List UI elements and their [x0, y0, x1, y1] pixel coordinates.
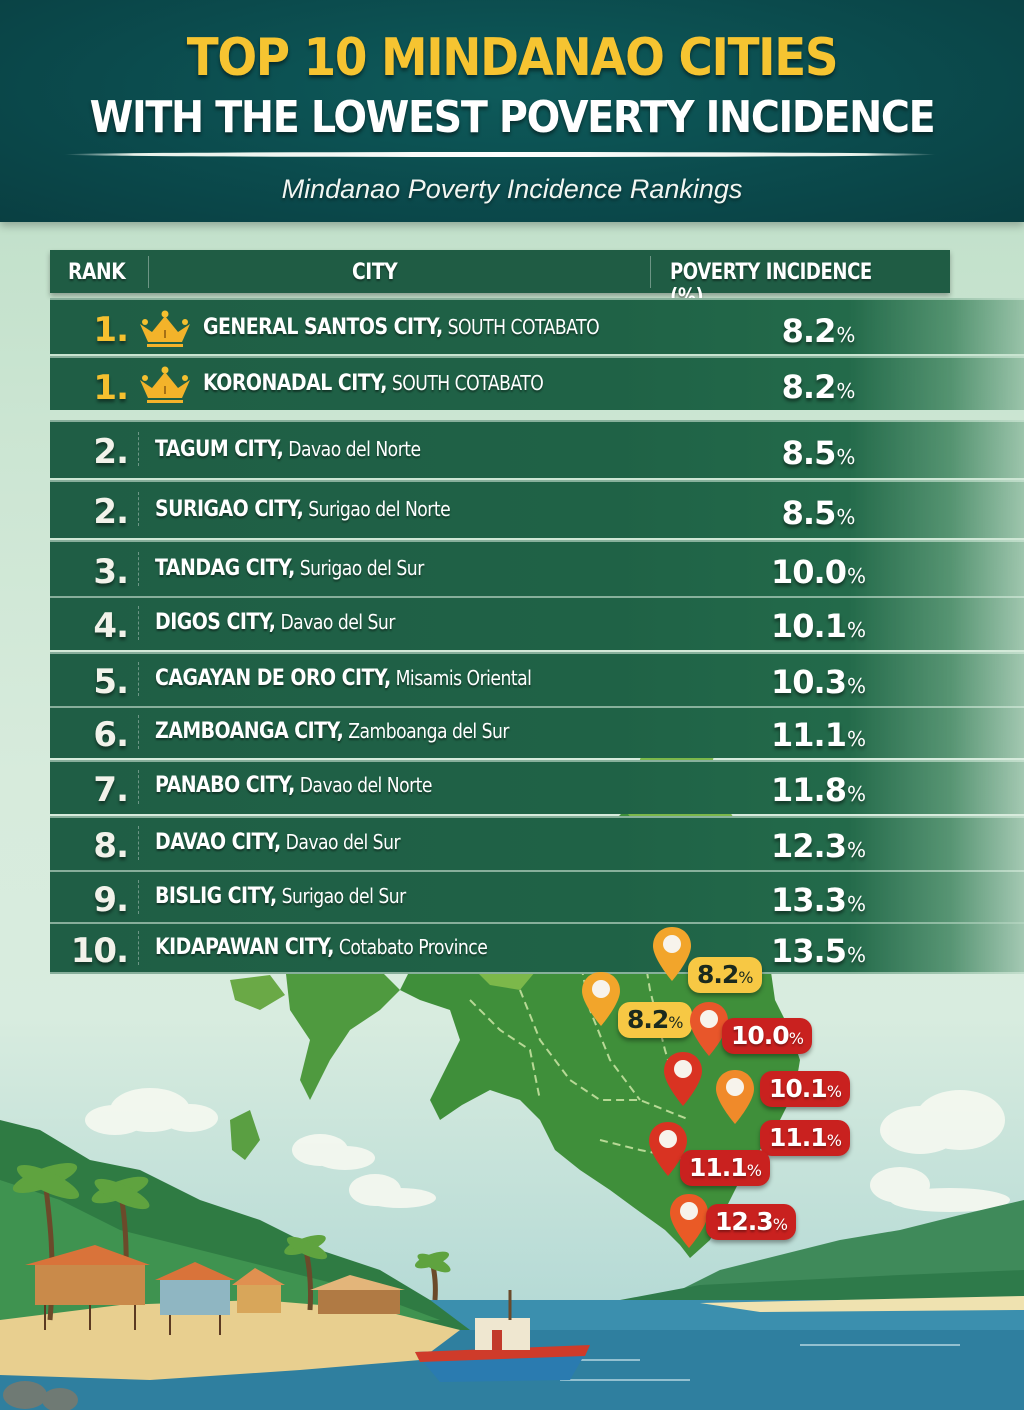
table-row: 5. CAGAYAN DE ORO CITY, Misamis Oriental…: [50, 652, 1024, 706]
map-pin-label: 11.1%: [680, 1150, 770, 1186]
rank-number: 9.: [93, 880, 129, 920]
table-row: 10. KIDAPAWAN CITY, Cotabato Province 13…: [50, 922, 1024, 974]
map-pin-icon: [716, 1070, 754, 1124]
city-name: CAGAYAN DE ORO CITY, Misamis Oriental: [155, 666, 532, 691]
row-divider: [138, 715, 139, 749]
map-pin-icon: [582, 972, 620, 1026]
map-pin-label: 11.1%: [760, 1120, 850, 1156]
rank-number: 5.: [93, 662, 129, 702]
row-divider: [138, 606, 139, 640]
title-divider: [64, 152, 936, 157]
row-divider: [138, 432, 139, 466]
row-divider: [138, 931, 139, 965]
poverty-value: 13.5%: [771, 932, 866, 970]
table-row: 9. BISLIG CITY, Surigao del Sur 13.3%: [50, 870, 1024, 924]
city-name: TAGUM CITY, Davao del Norte: [155, 437, 421, 462]
crown-icon: [140, 310, 190, 347]
poverty-value: 11.1%: [771, 716, 866, 754]
table-row: 1. GENERAL SANTOS CITY, SOUTH COTABATO 8…: [50, 298, 1024, 354]
rank-number: 1.: [93, 310, 129, 350]
row-divider: [138, 662, 139, 696]
rank-number: 8.: [93, 826, 129, 866]
rank-number: 2.: [93, 432, 129, 472]
map-pin-label: 10.1%: [760, 1071, 850, 1107]
row-divider: [138, 880, 139, 914]
table-row: 2. SURIGAO CITY, Surigao del Norte 8.5%: [50, 480, 1024, 538]
subtitle: Mindanao Poverty Incidence Rankings: [281, 174, 743, 204]
poverty-value: 10.1%: [771, 607, 866, 645]
poverty-value: 8.2%: [781, 312, 856, 350]
table-row: 8. DAVAO CITY, Davao del Sur 12.3%: [50, 816, 1024, 870]
title-line-1: TOP 10 MINDANAO CITIES: [186, 28, 839, 88]
table-header: RANK CITY POVERTY INCIDENCE (%): [50, 250, 950, 310]
rank-number: 3.: [93, 552, 129, 592]
rank-number: 7.: [93, 770, 129, 810]
map-pin-label: 8.2%: [688, 957, 762, 993]
rank-number: 10.: [70, 931, 129, 971]
title-line-2: WITH THE LOWEST POVERTY INCIDENCE: [89, 92, 936, 143]
poverty-value: 10.3%: [771, 663, 866, 701]
map-pin-icon: [649, 1122, 687, 1176]
city-name: TANDAG CITY, Surigao del Sur: [155, 556, 424, 581]
city-name: DAVAO CITY, Davao del Sur: [155, 830, 401, 855]
poverty-value: 11.8%: [771, 771, 866, 809]
table-row: 3. TANDAG CITY, Surigao del Sur 10.0%: [50, 540, 1024, 596]
row-divider: [138, 826, 139, 860]
crown-icon: [140, 366, 190, 403]
poverty-value: 13.3%: [771, 881, 866, 919]
map-pin-icon: [670, 1194, 708, 1248]
column-divider: [650, 256, 651, 288]
table-row: 2. TAGUM CITY, Davao del Norte 8.5%: [50, 420, 1024, 478]
city-name: SURIGAO CITY, Surigao del Norte: [155, 497, 451, 522]
map-pin-label: 8.2%: [618, 1002, 692, 1038]
row-divider: [138, 492, 139, 526]
table-row: 7. PANABO CITY, Davao del Norte 11.8%: [50, 760, 1024, 814]
city-name: KIDAPAWAN CITY, Cotabato Province: [155, 935, 488, 960]
map-pin-label: 10.0%: [722, 1018, 812, 1054]
map-pin-icon: [653, 927, 691, 981]
map-pin-icon: [664, 1052, 702, 1106]
row-divider: [138, 552, 139, 586]
poverty-value: 8.2%: [781, 368, 856, 406]
rank-number: 6.: [93, 715, 129, 755]
rank-number: 1.: [93, 368, 129, 408]
row-divider: [138, 770, 139, 804]
city-name: KORONADAL CITY, SOUTH COTABATO: [203, 371, 544, 396]
map-pin-icon: [690, 1002, 728, 1056]
city-name: BISLIG CITY, Surigao del Sur: [155, 884, 406, 909]
city-name: DIGOS CITY, Davao del Sur: [155, 610, 395, 635]
city-name: ZAMBOANGA CITY, Zamboanga del Sur: [155, 719, 509, 744]
poverty-value: 8.5%: [781, 434, 856, 472]
column-header-rank: RANK: [68, 260, 126, 285]
rank-number: 2.: [93, 492, 129, 532]
map-pin-label: 12.3%: [706, 1204, 796, 1240]
table-row: 4. DIGOS CITY, Davao del Sur 10.1%: [50, 596, 1024, 650]
rank-number: 4.: [93, 606, 129, 646]
table-row: 1. KORONADAL CITY, SOUTH COTABATO 8.2%: [50, 356, 1024, 410]
table-row: 6. ZAMBOANGA CITY, Zamboanga del Sur 11.…: [50, 706, 1024, 758]
city-name: GENERAL SANTOS CITY, SOUTH COTABATO: [203, 315, 600, 340]
poverty-value: 10.0%: [771, 553, 866, 591]
column-header-city: CITY: [352, 260, 398, 285]
poverty-value: 8.5%: [781, 494, 856, 532]
city-name: PANABO CITY, Davao del Norte: [155, 773, 433, 798]
header-banner: TOP 10 MINDANAO CITIES WITH THE LOWEST P…: [0, 0, 1024, 222]
poverty-value: 12.3%: [771, 827, 866, 865]
column-divider: [148, 256, 149, 288]
